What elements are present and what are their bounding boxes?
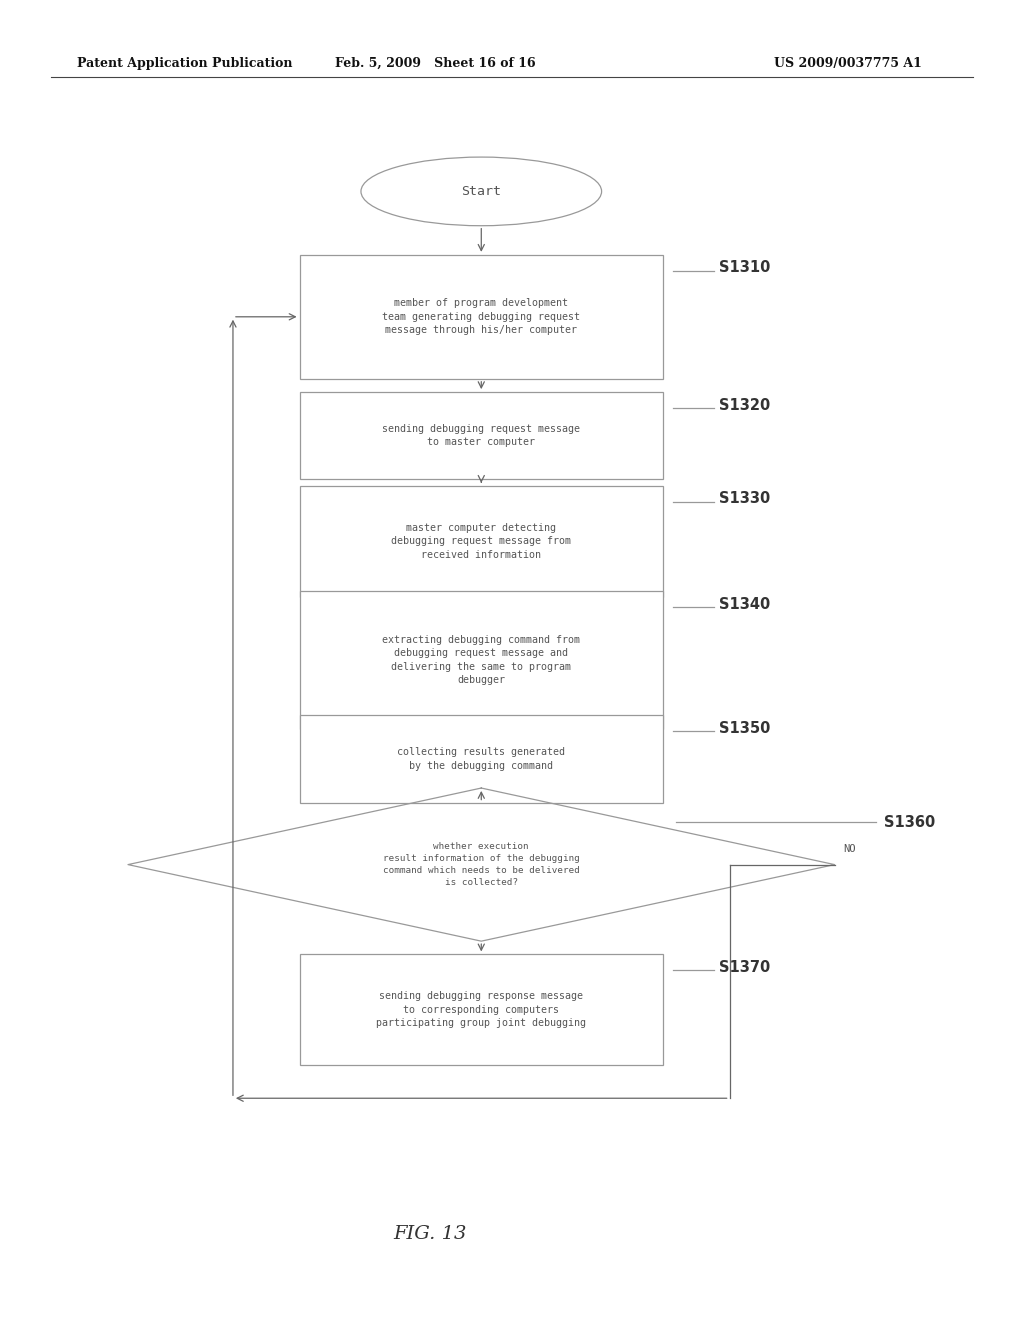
Text: Feb. 5, 2009   Sheet 16 of 16: Feb. 5, 2009 Sheet 16 of 16 — [335, 57, 536, 70]
Text: S1360: S1360 — [884, 814, 935, 830]
Text: master computer detecting
debugging request message from
received information: master computer detecting debugging requ… — [391, 523, 571, 560]
Text: S1350: S1350 — [719, 721, 771, 737]
Bar — [299, 954, 664, 1065]
Text: member of program development
team generating debugging request
message through : member of program development team gener… — [382, 298, 581, 335]
Text: extracting debugging command from
debugging request message and
delivering the s: extracting debugging command from debugg… — [382, 635, 581, 685]
Text: YES: YES — [487, 965, 506, 975]
Text: S1370: S1370 — [719, 960, 771, 975]
Bar — [299, 486, 664, 597]
Bar — [299, 255, 664, 379]
Ellipse shape — [360, 157, 601, 226]
Text: S1340: S1340 — [719, 597, 771, 612]
Text: sending debugging request message
to master computer: sending debugging request message to mas… — [382, 424, 581, 447]
Text: NO: NO — [843, 843, 855, 854]
Text: Patent Application Publication: Patent Application Publication — [77, 57, 292, 70]
Text: S1330: S1330 — [719, 491, 771, 507]
Polygon shape — [128, 788, 835, 941]
Text: sending debugging response message
to corresponding computers
participating grou: sending debugging response message to co… — [376, 991, 587, 1028]
Text: collecting results generated
by the debugging command: collecting results generated by the debu… — [397, 747, 565, 771]
Text: US 2009/0037775 A1: US 2009/0037775 A1 — [774, 57, 922, 70]
Text: S1310: S1310 — [719, 260, 771, 276]
Text: whether execution
result information of the debugging
command which needs to be : whether execution result information of … — [383, 842, 580, 887]
Text: Start: Start — [461, 185, 502, 198]
Bar — [299, 392, 664, 479]
Bar — [299, 591, 664, 729]
Text: FIG. 13: FIG. 13 — [393, 1225, 467, 1243]
Bar — [299, 715, 664, 803]
Text: S1320: S1320 — [719, 397, 771, 413]
